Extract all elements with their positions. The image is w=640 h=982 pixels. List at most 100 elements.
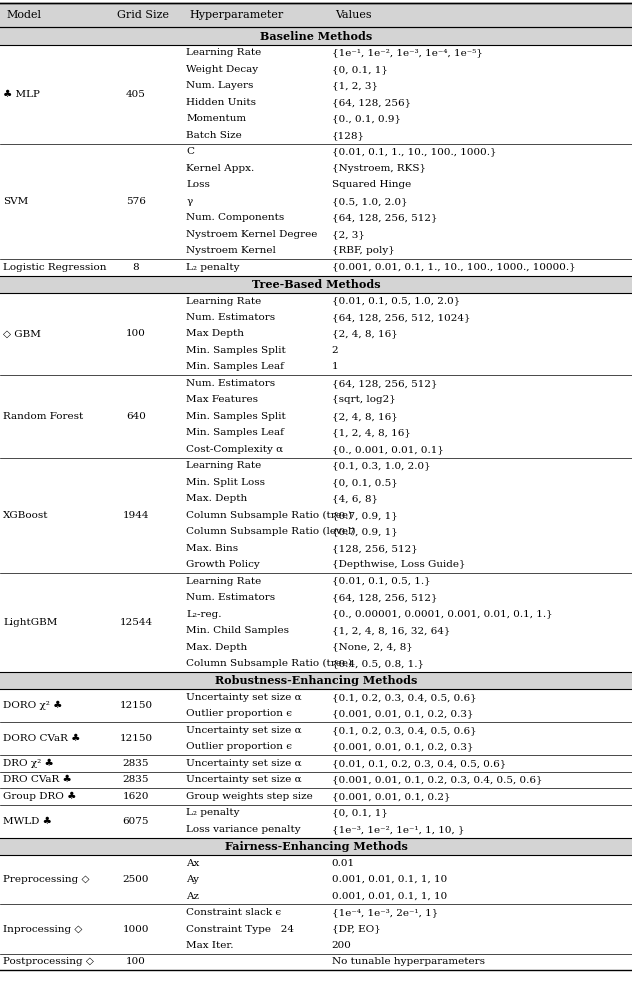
Text: {128}: {128}	[332, 131, 365, 139]
Text: 100: 100	[126, 330, 146, 339]
Text: {0., 0.001, 0.01, 0.1}: {0., 0.001, 0.01, 0.1}	[332, 445, 444, 454]
Text: Column Subsample Ratio (tree): Column Subsample Ratio (tree)	[186, 659, 353, 668]
Text: {2, 4, 8, 16}: {2, 4, 8, 16}	[332, 411, 397, 421]
Text: Values: Values	[335, 10, 372, 21]
Text: 200: 200	[332, 941, 351, 950]
Text: 0.001, 0.01, 0.1, 1, 10: 0.001, 0.01, 0.1, 1, 10	[332, 875, 447, 884]
Text: {0., 0.00001, 0.0001, 0.001, 0.01, 0.1, 1.}: {0., 0.00001, 0.0001, 0.001, 0.01, 0.1, …	[332, 610, 552, 619]
Text: Learning Rate: Learning Rate	[186, 297, 262, 305]
Text: Min. Split Loss: Min. Split Loss	[186, 478, 266, 487]
Text: {2, 3}: {2, 3}	[332, 230, 365, 239]
Text: {0.001, 0.01, 0.1, 0.2, 0.3, 0.4, 0.5, 0.6}: {0.001, 0.01, 0.1, 0.2, 0.3, 0.4, 0.5, 0…	[332, 776, 542, 785]
Text: {0.5, 1.0, 2.0}: {0.5, 1.0, 2.0}	[332, 196, 408, 206]
Text: {1, 2, 4, 8, 16}: {1, 2, 4, 8, 16}	[332, 428, 411, 437]
Text: {0.4, 0.5, 0.8, 1.}: {0.4, 0.5, 0.8, 1.}	[332, 659, 424, 668]
Bar	[0, 27, 632, 45]
Text: {0.001, 0.01, 0.1, 0.2, 0.3}: {0.001, 0.01, 0.1, 0.2, 0.3}	[332, 742, 474, 751]
Text: Kernel Appx.: Kernel Appx.	[186, 164, 255, 173]
Text: Learning Rate: Learning Rate	[186, 48, 262, 58]
Text: 12150: 12150	[119, 735, 152, 743]
Text: Constraint Type   24: Constraint Type 24	[186, 924, 294, 934]
Text: 2835: 2835	[123, 776, 149, 785]
Bar	[0, 672, 632, 689]
Text: XGBoost: XGBoost	[3, 511, 49, 519]
Text: SVM: SVM	[3, 196, 28, 206]
Text: Max. Depth: Max. Depth	[186, 642, 248, 652]
Text: 0.01: 0.01	[332, 858, 355, 867]
Text: {64, 128, 256, 512}: {64, 128, 256, 512}	[332, 379, 437, 388]
Text: Random Forest: Random Forest	[3, 411, 83, 421]
Text: {1e⁻¹, 1e⁻², 1e⁻³, 1e⁻⁴, 1e⁻⁵}: {1e⁻¹, 1e⁻², 1e⁻³, 1e⁻⁴, 1e⁻⁵}	[332, 48, 483, 58]
Text: 2500: 2500	[123, 875, 149, 884]
Text: 1620: 1620	[123, 791, 149, 801]
Text: DRO CVaR ♣: DRO CVaR ♣	[3, 776, 72, 785]
Text: Squared Hinge: Squared Hinge	[332, 181, 411, 190]
Text: {0.7, 0.9, 1}: {0.7, 0.9, 1}	[332, 527, 397, 536]
Text: 1000: 1000	[123, 924, 149, 934]
Text: Group DRO ♣: Group DRO ♣	[3, 791, 77, 801]
Text: {0.01, 0.1, 1., 10., 100., 1000.}: {0.01, 0.1, 1., 10., 100., 1000.}	[332, 147, 496, 156]
Text: LightGBM: LightGBM	[3, 618, 58, 627]
Text: Max Depth: Max Depth	[186, 330, 244, 339]
Text: 100: 100	[126, 957, 146, 966]
Text: Loss: Loss	[186, 181, 211, 190]
Text: Column Subsample Ratio (tree): Column Subsample Ratio (tree)	[186, 511, 353, 519]
Text: 405: 405	[126, 89, 146, 98]
Text: Min. Samples Split: Min. Samples Split	[186, 411, 286, 421]
Text: Min. Samples Split: Min. Samples Split	[186, 346, 286, 355]
Text: Learning Rate: Learning Rate	[186, 576, 262, 585]
Text: MWLD ♣: MWLD ♣	[3, 817, 52, 826]
Text: L₂ penalty: L₂ penalty	[186, 263, 240, 272]
Text: 2: 2	[332, 346, 339, 355]
Text: {DP, EO}: {DP, EO}	[332, 924, 381, 934]
Text: Nystroem Kernel Degree: Nystroem Kernel Degree	[186, 230, 318, 239]
Text: Growth Policy: Growth Policy	[186, 561, 260, 570]
Text: No tunable hyperparameters: No tunable hyperparameters	[332, 957, 484, 966]
Text: ♣ MLP: ♣ MLP	[3, 89, 40, 98]
Text: 8: 8	[132, 263, 139, 272]
Text: {RBF, poly}: {RBF, poly}	[332, 246, 394, 255]
Text: Preprocessing ◇: Preprocessing ◇	[3, 875, 90, 884]
Text: Num. Components: Num. Components	[186, 213, 285, 222]
Text: Outlier proportion ϵ: Outlier proportion ϵ	[186, 709, 292, 719]
Text: 0.001, 0.01, 0.1, 1, 10: 0.001, 0.01, 0.1, 1, 10	[332, 892, 447, 900]
Text: Max Features: Max Features	[186, 396, 259, 405]
Text: Num. Estimators: Num. Estimators	[186, 593, 276, 602]
Text: {0.1, 0.2, 0.3, 0.4, 0.5, 0.6}: {0.1, 0.2, 0.3, 0.4, 0.5, 0.6}	[332, 726, 476, 735]
Text: 2835: 2835	[123, 759, 149, 768]
Text: 6075: 6075	[123, 817, 149, 826]
Text: 576: 576	[126, 196, 146, 206]
Text: Tree-Based Methods: Tree-Based Methods	[252, 279, 380, 290]
Text: Min. Samples Leaf: Min. Samples Leaf	[186, 428, 284, 437]
Text: {64, 128, 256, 512, 1024}: {64, 128, 256, 512, 1024}	[332, 313, 470, 322]
Text: Num. Layers: Num. Layers	[186, 82, 254, 90]
Text: Batch Size: Batch Size	[186, 131, 242, 139]
Text: L₂-reg.: L₂-reg.	[186, 610, 222, 619]
Text: Outlier proportion ϵ: Outlier proportion ϵ	[186, 742, 292, 751]
Text: {None, 2, 4, 8}: {None, 2, 4, 8}	[332, 642, 413, 652]
Text: {0.01, 0.1, 0.2, 0.3, 0.4, 0.5, 0.6}: {0.01, 0.1, 0.2, 0.3, 0.4, 0.5, 0.6}	[332, 759, 506, 768]
Text: DORO χ² ♣: DORO χ² ♣	[3, 701, 63, 710]
Text: Uncertainty set size α: Uncertainty set size α	[186, 693, 302, 702]
Text: Grid Size: Grid Size	[117, 10, 169, 21]
Text: Num. Estimators: Num. Estimators	[186, 313, 276, 322]
Text: {0.01, 0.1, 0.5, 1.0, 2.0}: {0.01, 0.1, 0.5, 1.0, 2.0}	[332, 297, 460, 305]
Text: Hyperparameter: Hyperparameter	[189, 10, 284, 21]
Text: {0.01, 0.1, 0.5, 1.}: {0.01, 0.1, 0.5, 1.}	[332, 576, 431, 585]
Text: {0.7, 0.9, 1}: {0.7, 0.9, 1}	[332, 511, 397, 519]
Text: {1e⁻³, 1e⁻², 1e⁻¹, 1, 10, }: {1e⁻³, 1e⁻², 1e⁻¹, 1, 10, }	[332, 825, 464, 834]
Text: Logistic Regression: Logistic Regression	[3, 263, 107, 272]
Text: Robustness-Enhancing Methods: Robustness-Enhancing Methods	[215, 675, 417, 686]
Text: {128, 256, 512}: {128, 256, 512}	[332, 544, 417, 553]
Text: Az: Az	[186, 892, 200, 900]
Text: {64, 128, 256, 512}: {64, 128, 256, 512}	[332, 593, 437, 602]
Text: DRO χ² ♣: DRO χ² ♣	[3, 759, 54, 768]
Text: Inprocessing ◇: Inprocessing ◇	[3, 924, 83, 934]
Text: {0.001, 0.01, 0.1, 0.2}: {0.001, 0.01, 0.1, 0.2}	[332, 791, 451, 801]
Text: Model: Model	[6, 10, 42, 21]
Text: {Depthwise, Loss Guide}: {Depthwise, Loss Guide}	[332, 561, 465, 570]
Text: 640: 640	[126, 411, 146, 421]
Text: 1944: 1944	[123, 511, 149, 519]
Text: Fairness-Enhancing Methods: Fairness-Enhancing Methods	[225, 841, 408, 851]
Text: Constraint slack ϵ: Constraint slack ϵ	[186, 908, 282, 917]
